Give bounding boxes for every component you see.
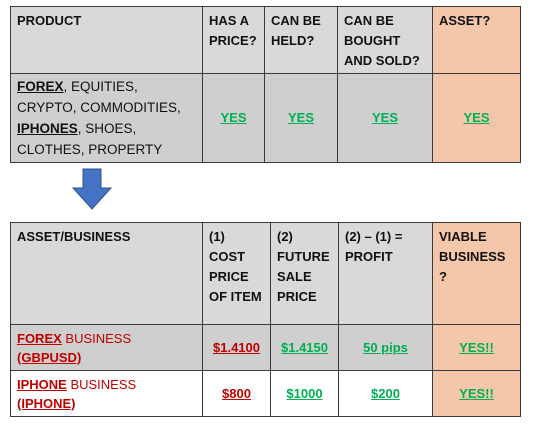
header-has-price: HAS A PRICE? [202, 6, 265, 74]
forex-business-suffix: BUSINESS [61, 330, 132, 346]
profit-value: 50 pips [363, 339, 408, 355]
product-asset-table: PRODUCT HAS A PRICE? CAN BE HELD? CAN BE… [10, 6, 521, 163]
iphone-cost-price: $800 [202, 370, 271, 417]
bought-sold-value: YES [337, 73, 433, 163]
sale-value: $1000 [286, 385, 323, 401]
forex-business-name: FOREX [17, 330, 62, 346]
iphone-business-code: (IPHONE) [17, 395, 76, 411]
product-list-text-2: , SHOES, CLOTHES, PROPERTY [17, 121, 163, 157]
product-forex: FOREX [17, 79, 64, 94]
forex-viable: YES!! [432, 324, 521, 371]
yes-label: YES [371, 110, 398, 125]
iphone-sale-price: $1000 [270, 370, 339, 417]
cost-value: $1.4100 [213, 339, 260, 355]
forex-cost-price: $1.4100 [202, 324, 271, 371]
viable-value: YES!! [459, 385, 494, 401]
viable-value: YES!! [459, 339, 494, 355]
product-list-text-1: , EQUITIES, CRYPTO, COMMODITIES, [17, 79, 181, 115]
asset-value: YES [432, 73, 521, 163]
has-price-value: YES [202, 73, 265, 163]
iphone-viable: YES!! [432, 370, 521, 417]
header-cost-price: (1) COST PRICE OF ITEM [202, 222, 271, 325]
header-profit: (2) – (1) = PROFIT [338, 222, 433, 325]
yes-label: YES [287, 110, 314, 125]
forex-profit: 50 pips [338, 324, 433, 371]
header-viable-business: VIABLE BUSINESS ? [432, 222, 521, 325]
profit-value: $200 [371, 385, 400, 401]
yes-label: YES [220, 110, 247, 125]
forex-business-code: (GBPUSD) [17, 349, 82, 365]
forex-sale-price: $1.4150 [270, 324, 339, 371]
down-arrow-icon [72, 168, 112, 210]
cost-value: $800 [222, 385, 251, 401]
iphone-business-name: IPHONE [17, 376, 67, 392]
product-list-cell: FOREX, EQUITIES, CRYPTO, COMMODITIES, IP… [10, 73, 203, 163]
yes-label: YES [463, 110, 490, 125]
header-asset: ASSET? [432, 6, 521, 74]
header-asset-business: ASSET/BUSINESS [10, 222, 203, 325]
business-viability-table: ASSET/BUSINESS (1) COST PRICE OF ITEM (2… [10, 222, 521, 417]
forex-business-cell: FOREX BUSINESS (GBPUSD) [10, 324, 203, 371]
iphone-business-cell: IPHONE BUSINESS (IPHONE) [10, 370, 203, 417]
sale-value: $1.4150 [281, 339, 328, 355]
iphone-business-suffix: BUSINESS [66, 376, 137, 392]
header-bought-sold: CAN BE BOUGHT AND SOLD? [337, 6, 433, 74]
can-be-held-value: YES [264, 73, 338, 163]
header-future-sale-price: (2) FUTURE SALE PRICE [270, 222, 339, 325]
iphone-profit: $200 [338, 370, 433, 417]
product-iphones: IPHONES [17, 121, 78, 136]
header-can-be-held: CAN BE HELD? [264, 6, 338, 74]
header-product: PRODUCT [10, 6, 203, 74]
